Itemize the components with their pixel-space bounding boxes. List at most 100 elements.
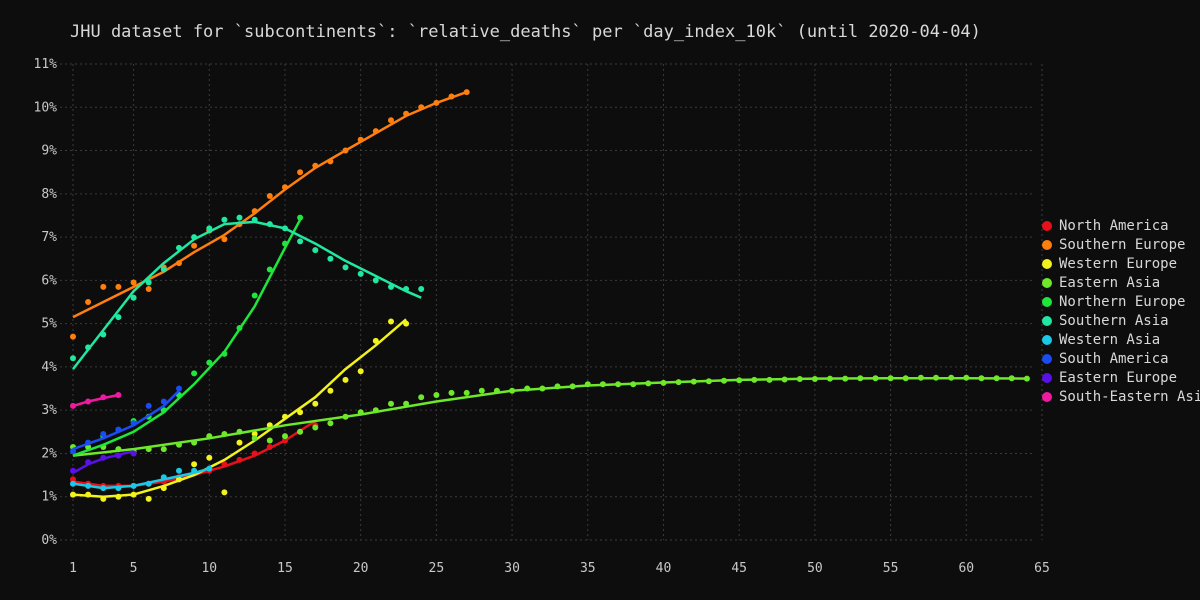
x-tick-label: 5 [130, 561, 138, 576]
data-point [130, 491, 137, 498]
data-point [70, 448, 76, 455]
y-tick-label: 9% [41, 144, 57, 159]
data-point [418, 394, 425, 401]
y-tick-label: 1% [41, 490, 57, 505]
data-point [902, 375, 909, 382]
data-point [282, 437, 288, 444]
data-point [327, 158, 334, 165]
data-point [372, 128, 379, 135]
data-point [85, 491, 92, 498]
x-tick-label: 55 [883, 561, 899, 576]
data-point [221, 350, 228, 357]
data-point [191, 461, 198, 468]
data-point [176, 476, 182, 483]
legend-item: Eastern Europe [1042, 368, 1200, 387]
data-point [191, 467, 198, 474]
data-point [85, 459, 92, 466]
legend-swatch [1042, 258, 1052, 269]
data-point [736, 377, 743, 384]
data-point [145, 279, 152, 286]
data-point [100, 485, 107, 492]
legend-label: Southern Europe [1059, 236, 1186, 253]
data-point [115, 392, 122, 398]
series-fit-line [72, 220, 422, 370]
legend-swatch [1042, 353, 1052, 364]
y-tick-label: 3% [41, 403, 57, 418]
data-point [70, 333, 76, 340]
data-point [236, 214, 243, 221]
data-point [115, 314, 122, 321]
data-point [645, 380, 652, 387]
data-point [145, 480, 152, 487]
data-point [917, 374, 924, 381]
data-point [145, 446, 152, 453]
data-point [705, 378, 712, 385]
data-point [403, 286, 410, 292]
y-tick-label: 2% [41, 446, 57, 461]
data-point [418, 286, 425, 292]
data-point [524, 385, 531, 392]
data-point [554, 383, 561, 390]
data-point [297, 169, 304, 176]
data-point [342, 413, 349, 420]
data-point [115, 452, 122, 459]
data-point [297, 409, 304, 416]
legend-swatch [1042, 277, 1052, 288]
data-point [176, 467, 182, 474]
series-group [70, 318, 410, 502]
data-point [493, 387, 500, 394]
data-point [660, 379, 667, 386]
data-point [282, 413, 288, 420]
data-point [251, 431, 258, 437]
legend-item: Northern Europe [1042, 292, 1200, 311]
data-point [342, 147, 349, 154]
y-tick-label: 0% [41, 533, 57, 548]
data-point [70, 476, 76, 483]
legend-swatch [1042, 334, 1052, 345]
data-point [206, 225, 213, 232]
x-tick-label: 50 [807, 561, 823, 576]
data-point [796, 376, 803, 382]
data-point [418, 104, 425, 111]
data-point [236, 428, 243, 435]
data-point [433, 99, 440, 106]
data-point [327, 255, 334, 262]
data-point [327, 420, 334, 427]
data-point [85, 439, 92, 446]
legend-item: Western Asia [1042, 330, 1200, 349]
data-point [236, 439, 243, 446]
data-point [282, 240, 288, 247]
series-fit-line [72, 318, 407, 498]
data-point [236, 325, 243, 331]
data-point [478, 387, 485, 394]
y-tick-label: 5% [41, 317, 57, 332]
x-tick-label: 65 [1034, 561, 1050, 576]
data-point [100, 331, 107, 338]
data-point [70, 491, 76, 498]
data-point [872, 375, 879, 382]
data-point [160, 398, 167, 405]
series-group [70, 89, 470, 340]
data-point [388, 117, 394, 124]
data-point [115, 426, 122, 433]
data-point [70, 467, 76, 474]
data-point [463, 389, 470, 396]
data-point [115, 283, 122, 290]
series-fit-line [72, 90, 468, 319]
legend-swatch [1042, 220, 1052, 231]
data-point [130, 420, 137, 427]
series-group [72, 214, 304, 457]
data-point [630, 381, 637, 388]
data-point [206, 465, 213, 472]
data-point [221, 216, 228, 223]
legend-item: South America [1042, 349, 1200, 368]
x-tick-label: 45 [731, 561, 747, 576]
data-point [539, 385, 546, 392]
data-point [312, 162, 319, 169]
data-point [251, 292, 258, 299]
data-point [448, 93, 455, 100]
data-point [85, 344, 92, 351]
data-point [357, 136, 364, 143]
series-group [70, 419, 319, 489]
